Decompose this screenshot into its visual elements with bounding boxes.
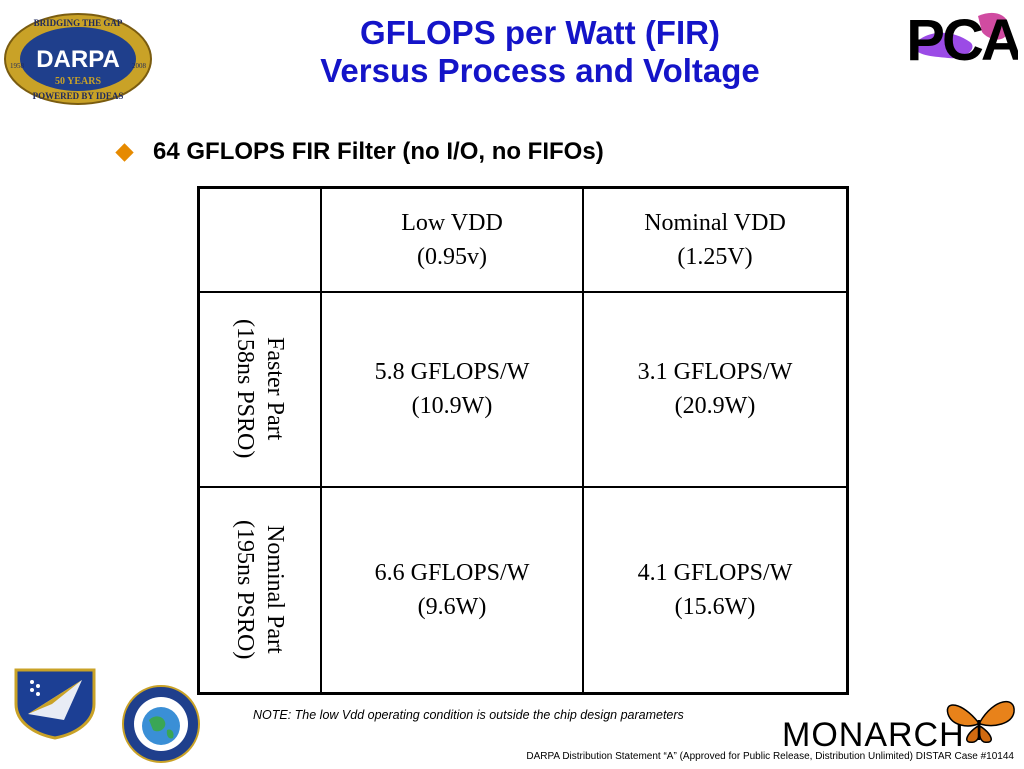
- cell-power: (9.6W): [417, 593, 487, 620]
- row-header-line: Faster Part: [262, 337, 288, 441]
- column-header-low-vdd: Low VDD (0.95v): [320, 186, 584, 293]
- gflops-table: Low VDD (0.95v) Nominal VDD (1.25V) Fast…: [197, 186, 849, 695]
- monarch-logo: MONARCH: [782, 694, 1018, 754]
- monarch-butterfly-icon: [946, 700, 1015, 743]
- table-cell: 4.1 GFLOPS/W (15.6W): [582, 485, 849, 695]
- column-header-line: Low VDD: [401, 209, 503, 236]
- column-header-line: Nominal VDD: [644, 209, 786, 236]
- darpa-anniversary: 50 YEARS: [55, 76, 101, 87]
- monarch-text: MONARCH: [782, 716, 965, 750]
- row-header-line: (195ns PSRO): [232, 520, 258, 660]
- column-header-line: (0.95v): [417, 243, 487, 270]
- row-header-label: Faster Part (158ns PSRO): [230, 319, 290, 458]
- row-header-line: (158ns PSRO): [232, 319, 258, 459]
- darpa-top-text: BRIDGING THE GAP: [34, 18, 123, 28]
- table-row: Faster Part (158ns PSRO) 5.8 GFLOPS/W (1…: [197, 290, 849, 488]
- table-cell: 5.8 GFLOPS/W (10.9W): [320, 290, 584, 488]
- nro-seal-icon: [121, 684, 201, 764]
- pca-logo-icon: PCA: [906, 6, 1024, 73]
- diamond-bullet-icon: [115, 142, 134, 162]
- column-header-line: (1.25V): [677, 243, 753, 270]
- bullet-item: 64 GFLOPS FIR Filter (no I/O, no FIFOs): [115, 138, 604, 166]
- darpa-year-left: 1958: [10, 62, 25, 70]
- table-header-row: Low VDD (0.95v) Nominal VDD (1.25V): [197, 186, 849, 293]
- table-cell: 6.6 GFLOPS/W (9.6W): [320, 485, 584, 695]
- darpa-name: DARPA: [36, 46, 120, 73]
- darpa-year-right: 2008: [132, 62, 147, 70]
- row-header-label: Nominal Part (195ns PSRO): [230, 520, 290, 659]
- title-line-1: GFLOPS per Watt (FIR): [360, 14, 720, 51]
- afrl-shield-icon: [6, 664, 104, 740]
- bullet-text: 64 GFLOPS FIR Filter (no I/O, no FIFOs): [153, 138, 604, 165]
- distribution-statement: DARPA Distribution Statement “A” (Approv…: [526, 751, 1014, 762]
- table-corner-cell: [197, 186, 322, 293]
- cell-value: 3.1 GFLOPS/W: [637, 359, 793, 385]
- cell-value: 6.6 GFLOPS/W: [374, 559, 530, 586]
- cell-value: 4.1 GFLOPS/W: [637, 559, 793, 586]
- cell-power: (15.6W): [674, 593, 756, 620]
- darpa-seal-icon: BRIDGING THE GAP DARPA 1958 2008 50 YEAR…: [3, 12, 153, 106]
- pca-text: PCA: [908, 8, 1018, 68]
- row-header-line: Nominal Part: [262, 525, 288, 655]
- column-header-nominal-vdd: Nominal VDD (1.25V): [582, 186, 849, 293]
- row-header-nominal-part: Nominal Part (195ns PSRO): [197, 485, 322, 695]
- cell-value: 5.8 GFLOPS/W: [374, 359, 530, 385]
- row-header-faster-part: Faster Part (158ns PSRO): [197, 290, 322, 488]
- table-cell: 3.1 GFLOPS/W (20.9W): [582, 290, 849, 488]
- footnote: NOTE: The low Vdd operating condition is…: [253, 708, 684, 722]
- darpa-bottom-text: POWERED BY IDEAS: [33, 91, 124, 101]
- page-title: GFLOPS per Watt (FIR) Versus Process and…: [200, 14, 880, 90]
- title-line-2: Versus Process and Voltage: [320, 52, 760, 89]
- cell-power: (20.9W): [674, 393, 756, 419]
- cell-power: (10.9W): [411, 393, 493, 419]
- table-row: Nominal Part (195ns PSRO) 6.6 GFLOPS/W (…: [197, 485, 849, 695]
